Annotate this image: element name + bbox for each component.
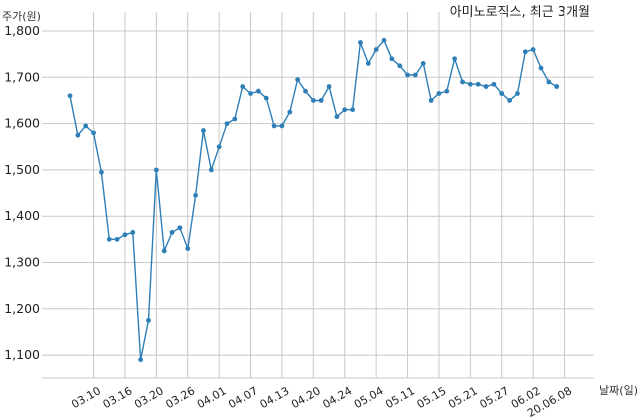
x-tick-label: 03.20: [132, 384, 166, 411]
chart-title: 아미노로직스, 최근 3개월: [450, 5, 590, 20]
x-tick-label: 03.10: [69, 384, 103, 411]
data-point: [554, 84, 560, 89]
data-point: [279, 123, 285, 129]
data-point: [161, 248, 167, 254]
data-point: [491, 81, 497, 87]
data-point: [106, 236, 112, 242]
data-point: [397, 63, 403, 69]
x-axis-label: 날짜(일): [599, 383, 638, 397]
data-point: [515, 91, 520, 96]
y-tick-label: 1,200: [4, 301, 40, 316]
data-point: [256, 88, 261, 94]
data-point: [318, 98, 324, 103]
data-point: [358, 40, 363, 45]
x-tick-label: 03.16: [101, 384, 135, 411]
y-tick-label: 1,400: [4, 208, 40, 223]
data-point: [303, 88, 308, 94]
y-tick-label: 1,700: [4, 69, 40, 84]
data-point: [83, 123, 89, 129]
data-point: [444, 88, 450, 94]
x-tick-label: 05.04: [352, 384, 386, 411]
series-layer: [67, 37, 560, 363]
y-axis-label: 주가(원): [2, 10, 41, 23]
x-tick-label: 04.07: [226, 384, 260, 411]
data-point: [263, 95, 269, 101]
x-tick-label: 04.01: [195, 384, 229, 411]
data-point: [130, 230, 136, 235]
x-tick-label: 05.21: [446, 384, 480, 411]
data-point: [538, 65, 544, 71]
y-tick-label: 1,300: [4, 255, 40, 270]
y-tick-label: 1,500: [4, 162, 40, 177]
data-point: [389, 56, 395, 62]
data-point: [193, 192, 199, 198]
x-tick-label: 04.13: [258, 384, 292, 411]
data-point: [436, 91, 442, 96]
data-point: [240, 84, 246, 89]
x-tick-label: 05.11: [383, 384, 417, 411]
data-point: [75, 132, 81, 138]
data-point: [177, 225, 183, 231]
data-point: [185, 246, 191, 252]
data-point: [420, 61, 426, 66]
data-point: [405, 72, 410, 78]
y-tick-label: 1,800: [4, 23, 40, 38]
data-point: [342, 107, 348, 113]
data-point: [310, 98, 316, 103]
data-point: [295, 77, 301, 83]
data-point: [114, 236, 120, 242]
y-tick-label: 1,600: [4, 116, 40, 131]
data-point: [232, 116, 238, 122]
x-tick-label: 04.20: [289, 384, 323, 411]
data-point: [530, 47, 536, 52]
data-point: [428, 98, 434, 103]
data-point: [99, 169, 104, 175]
data-point: [460, 79, 465, 85]
data-point: [201, 128, 206, 133]
data-point: [350, 107, 355, 113]
x-tick-label: 03.26: [163, 384, 197, 411]
data-point: [67, 93, 73, 99]
data-point: [334, 114, 340, 120]
data-point: [413, 72, 418, 78]
data-point: [271, 123, 277, 129]
data-point: [153, 167, 159, 173]
data-point: [326, 84, 332, 89]
data-point: [467, 81, 473, 87]
data-point: [169, 230, 175, 235]
data-point: [138, 357, 144, 363]
data-point: [381, 37, 387, 43]
y-tick-label: 1,100: [4, 347, 40, 362]
x-tick-label: 05.15: [415, 384, 449, 411]
data-point: [475, 81, 481, 87]
x-tick-labels: 03.1003.1603.2003.2604.0104.0704.1304.20…: [69, 384, 574, 419]
data-point: [499, 91, 505, 96]
data-point: [483, 84, 489, 89]
data-point: [287, 109, 293, 115]
data-point: [373, 47, 379, 52]
data-point: [365, 61, 371, 66]
data-point: [248, 91, 253, 96]
data-point: [208, 167, 214, 173]
y-tick-labels: 1,100 1,200 1,300 1,400 1,500 1,600 1,700 1,800: [4, 23, 40, 362]
data-point: [146, 317, 151, 323]
x-tick-label: 05.27: [477, 384, 511, 411]
data-point: [452, 56, 458, 62]
data-point: [91, 130, 96, 136]
data-point: [546, 79, 552, 85]
x-tick-label: 04.24: [320, 384, 354, 411]
data-point: [507, 98, 512, 103]
data-point: [224, 121, 230, 126]
data-point: [122, 232, 128, 238]
data-point: [216, 144, 222, 150]
grid-layer: [42, 12, 594, 379]
data-point: [522, 49, 528, 55]
